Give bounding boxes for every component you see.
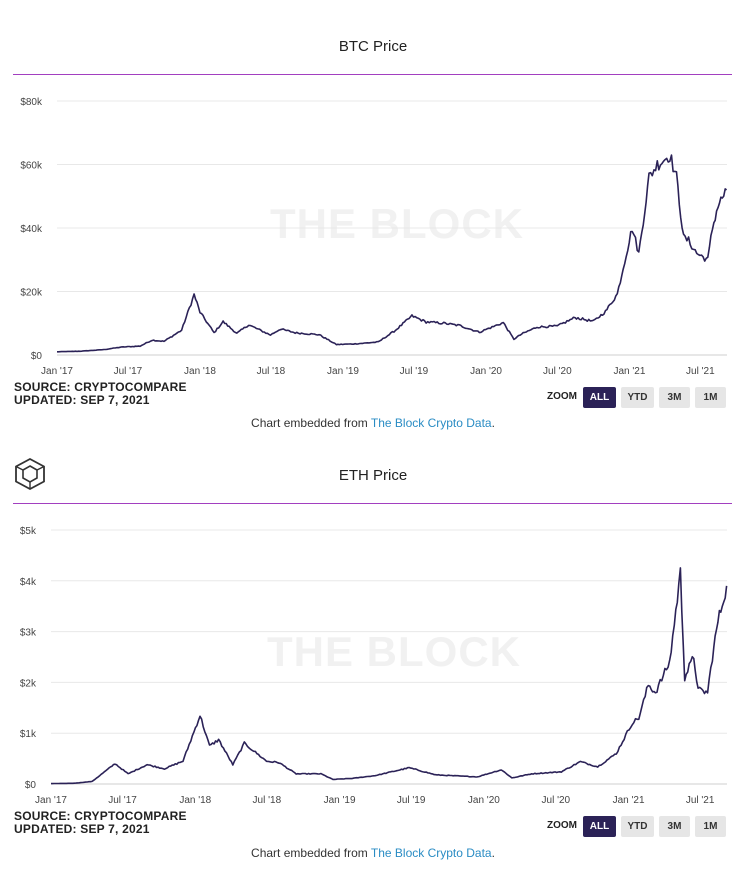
btc-x-tick-label: Jan '20: [470, 366, 502, 377]
eth-y-tick-label: $3k: [20, 628, 37, 639]
btc-embed-link[interactable]: The Block Crypto Data: [370, 416, 492, 430]
eth-x-tick-label: Jul '18: [253, 795, 282, 806]
btc-embed-prefix: Chart embedded from: [251, 416, 371, 430]
eth-x-tick-label: Jan '19: [324, 795, 356, 806]
btc-updated-line: UPDATED: SEP 7, 2021: [14, 393, 150, 407]
eth-title-rule: [13, 503, 732, 504]
eth-x-tick-label: Jan '18: [179, 795, 211, 806]
btc-source-note: SOURCE: CRYPTOCOMPARE UPDATED: SEP 7, 20…: [14, 381, 187, 407]
eth-y-tick-label: $1k: [20, 729, 37, 740]
btc-zoom-ytd-button[interactable]: YTD: [621, 387, 654, 408]
eth-y-tick-label: $4k: [20, 577, 37, 588]
btc-y-tick-label: $20k: [20, 288, 43, 299]
btc-y-tick-label: $40k: [20, 224, 43, 235]
btc-zoom-all-button[interactable]: ALL: [583, 387, 616, 408]
btc-watermark: THE BLOCK: [270, 200, 524, 247]
eth-embed-suffix: .: [491, 846, 495, 860]
btc-title-rule: [13, 74, 732, 75]
eth-price-chart[interactable]: THE BLOCK $0 $1k $2k $3k $4k $5k Jan '17 Jul '17…: [0, 440, 746, 810]
eth-x-tick-label: Jan '21: [613, 795, 645, 806]
btc-x-tick-label: Jul '17: [114, 366, 143, 377]
btc-chart-panel: BTC Price THE BLOCK $0 $20k $40k $60k $80k Jan…: [0, 0, 746, 430]
btc-zoom-3m-button[interactable]: 3M: [659, 387, 690, 408]
eth-x-tick-label: Jul '21: [686, 795, 715, 806]
eth-embed-credit: Chart embedded from The Block Crypto Dat…: [0, 846, 746, 860]
eth-price-line: [51, 567, 728, 785]
btc-embed-suffix: .: [491, 416, 495, 430]
btc-zoom-1m-button[interactable]: 1M: [695, 387, 726, 408]
eth-source-line: SOURCE: CRYPTOCOMPARE: [14, 809, 187, 823]
eth-x-tick-label: Jul '20: [542, 795, 571, 806]
btc-embed-credit: Chart embedded from The Block Crypto Dat…: [0, 416, 746, 430]
eth-x-tick-label: Jul '19: [397, 795, 426, 806]
eth-x-tick-label: Jul '17: [108, 795, 137, 806]
cube-logo-icon: [13, 457, 47, 491]
btc-x-tick-label: Jan '21: [613, 366, 645, 377]
btc-x-tick-label: Jan '19: [327, 366, 359, 377]
btc-x-tick-label: Jan '17: [41, 366, 73, 377]
eth-zoom-1m-button[interactable]: 1M: [695, 816, 726, 837]
btc-price-chart[interactable]: THE BLOCK $0 $20k $40k $60k $80k Jan '17 Jul '1…: [0, 0, 746, 380]
eth-y-tick-label: $2k: [20, 678, 37, 689]
eth-zoom-label: ZOOM: [547, 820, 577, 831]
btc-price-line: [57, 154, 728, 353]
eth-x-tick-label: Jan '20: [468, 795, 500, 806]
eth-zoom-3m-button[interactable]: 3M: [659, 816, 690, 837]
eth-y-tick-label: $0: [25, 780, 37, 791]
btc-x-tick-label: Jan '18: [184, 366, 216, 377]
eth-x-tick-label: Jan '17: [35, 795, 67, 806]
btc-y-tick-label: $0: [31, 351, 43, 362]
eth-source-note: SOURCE: CRYPTOCOMPARE UPDATED: SEP 7, 20…: [14, 810, 187, 836]
eth-zoom-ytd-button[interactable]: YTD: [621, 816, 654, 837]
eth-chart-title: ETH Price: [338, 467, 408, 484]
eth-updated-line: UPDATED: SEP 7, 2021: [14, 822, 150, 836]
btc-chart-title: BTC Price: [338, 38, 408, 55]
btc-y-tick-label: $60k: [20, 161, 43, 172]
eth-watermark: THE BLOCK: [267, 628, 521, 675]
eth-chart-panel: ETH Price THE BLOCK $0 $1k $2k $3k $4k $5k Jan …: [0, 440, 746, 880]
btc-x-tick-label: Jul '21: [686, 366, 715, 377]
eth-y-tick-label: $5k: [20, 526, 37, 537]
btc-x-tick-label: Jul '18: [257, 366, 286, 377]
btc-y-tick-label: $80k: [20, 97, 43, 108]
eth-embed-prefix: Chart embedded from: [251, 846, 371, 860]
btc-zoom-label: ZOOM: [547, 391, 577, 402]
eth-embed-link[interactable]: The Block Crypto Data: [370, 846, 492, 860]
btc-x-tick-label: Jul '20: [543, 366, 572, 377]
btc-x-tick-label: Jul '19: [400, 366, 429, 377]
btc-source-line: SOURCE: CRYPTOCOMPARE: [14, 380, 187, 394]
eth-zoom-all-button[interactable]: ALL: [583, 816, 616, 837]
